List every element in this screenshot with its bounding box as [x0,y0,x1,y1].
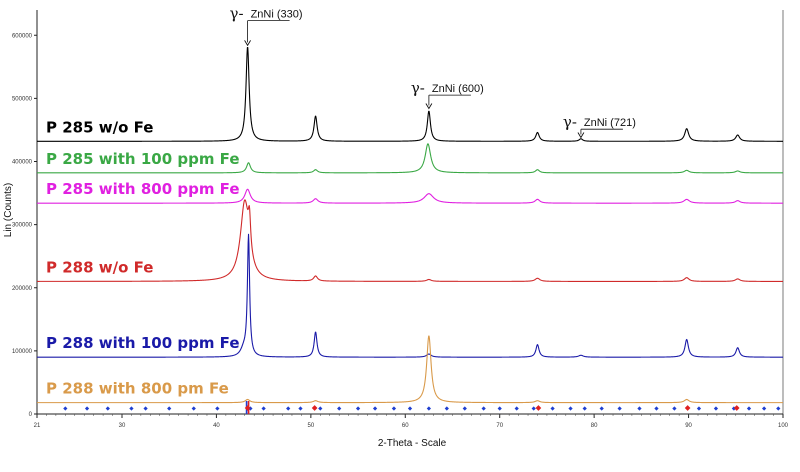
ref-marker-blue [407,406,413,411]
ref-marker-blue [298,406,303,411]
ref-marker-red [311,405,318,411]
series-label-3: P 288 w/o Fe [46,258,153,276]
annotation-label: ZnNi (721) [584,117,636,129]
series-line-0 [36,46,784,142]
series-line-3 [36,199,784,282]
x-tick-label: 40 [213,423,220,429]
y-tick-label: 300000 [12,223,33,229]
y-tick-label: 500000 [12,96,33,102]
ref-marker-blue [696,406,702,411]
ref-marker-blue [481,406,486,411]
ref-marker-blue [318,406,323,411]
ref-marker-blue [746,406,752,411]
ref-marker-blue [617,406,622,411]
y-axis-title: Lin (Counts) [3,183,14,237]
ref-marker-blue [215,406,220,411]
y-tick-label: 100000 [12,349,33,355]
ref-marker-blue [599,406,604,411]
ref-marker-blue [514,406,519,411]
ref-marker-blue [672,406,677,411]
x-tick-label: 70 [496,423,503,429]
series-label-5: P 288 with 800 pm Fe [46,380,229,398]
peak-annotations: γ- ZnNi (330) γ- ZnNi (600) γ- ZnNi (721) [230,5,636,139]
series-lines [36,46,784,404]
series-line-5 [36,335,784,404]
ref-marker-blue [105,406,110,411]
ref-marker-blue [286,406,291,411]
ref-marker-blue [63,406,68,411]
y-tick-label: 0 [29,412,33,418]
series-label-4: P 288 with 100 ppm Fe [46,334,240,352]
ref-marker-blue [355,406,361,411]
ref-marker-blue [84,406,90,411]
ref-marker-blue [337,406,342,411]
reference-markers [63,401,781,414]
ref-marker-blue [637,406,642,411]
annotation-label: ZnNi (600) [432,83,484,95]
ref-marker-blue [462,406,467,411]
ref-marker-red [733,405,740,411]
annotation-arrow-head [577,132,585,139]
ref-marker-blue [776,406,781,411]
series-label-2: P 285 with 800 ppm Fe [46,180,240,198]
x-tick-label: 21 [34,423,41,429]
ref-marker-blue [143,406,148,411]
series-line-2 [36,188,784,204]
x-tick-label: 60 [402,423,409,429]
annotation-label: ZnNi (330) [251,9,303,21]
ref-marker-blue [761,406,767,411]
series-line-4 [36,233,784,358]
ref-marker-blue [550,406,555,411]
ref-marker-blue [391,406,397,411]
ref-marker-blue [261,406,266,411]
ref-marker-blue [713,406,719,411]
ref-marker-blue [372,406,378,411]
y-tick-label: 600000 [12,33,33,39]
ref-marker-blue [426,406,432,411]
ref-marker-blue [129,406,134,411]
ref-marker-blue [444,406,449,411]
ref-marker-blue [654,406,659,411]
annotation-gamma: γ- [563,113,577,131]
series-line-1 [36,143,784,174]
annotation-arrow-head [244,40,251,47]
ref-marker-blue [582,406,587,411]
ref-marker-blue [167,406,172,411]
annotation-gamma: γ- [411,79,425,97]
series-labels: P 285 w/o Fe P 285 with 100 ppm Fe P 285 w… [46,118,240,397]
y-tick-label: 200000 [12,286,33,292]
x-tick-label: 30 [119,423,126,429]
series-label-0: P 285 w/o Fe [46,118,153,136]
x-tick-label: 80 [591,423,598,429]
x-tick-label: 100 [778,423,789,429]
ref-marker-red [244,405,251,411]
ref-marker-blue [568,406,573,411]
y-tick-label: 400000 [12,160,33,166]
ref-marker-red [684,405,691,411]
x-axis-title: 2-Theta - Scale [378,438,447,449]
annotation-arrow-head [425,103,433,110]
x-tick-label: 50 [308,423,315,429]
ref-marker-blue [531,406,536,411]
series-label-1: P 285 with 100 ppm Fe [46,150,240,168]
ref-marker-red [535,405,542,411]
annotation-gamma: γ- [230,5,244,23]
x-tick-label: 90 [685,423,692,429]
ref-marker-blue [191,406,196,411]
ref-marker-blue [497,406,502,411]
axes: 21 30 40 50 60 70 80 90 100 0 100000 200000 300000 40… [12,10,789,429]
